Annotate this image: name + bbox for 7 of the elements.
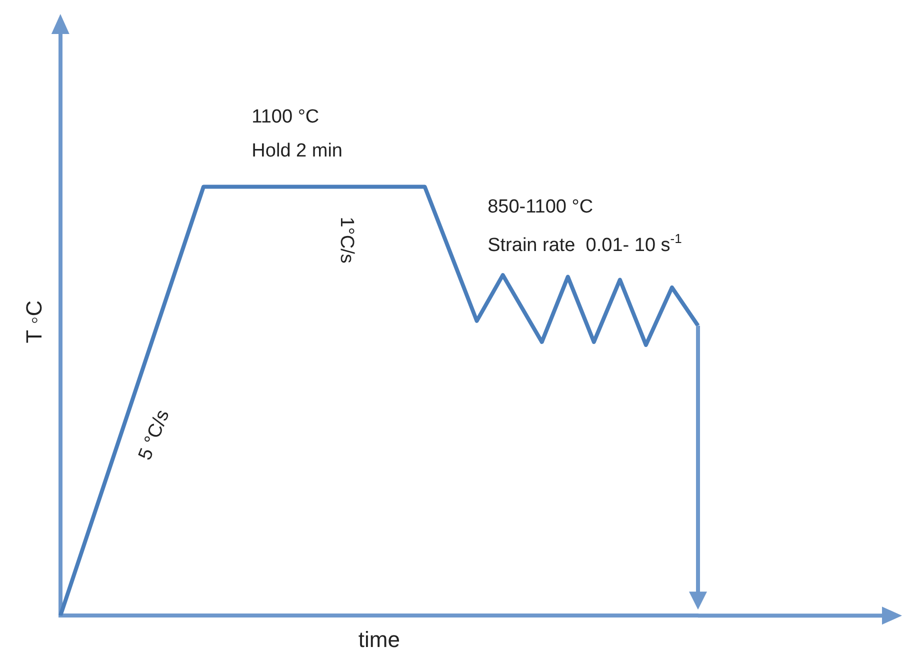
text: 1100 °C (252, 106, 320, 128)
annotation: 5 °C/s (134, 407, 174, 464)
annotation: 1°C/s (336, 216, 357, 264)
y-axis-title: T ◦C (21, 300, 46, 344)
text: Hold 2 min (252, 140, 343, 162)
annotation: 850-1100 °C (488, 196, 594, 218)
x-axis-title: time (358, 626, 400, 652)
